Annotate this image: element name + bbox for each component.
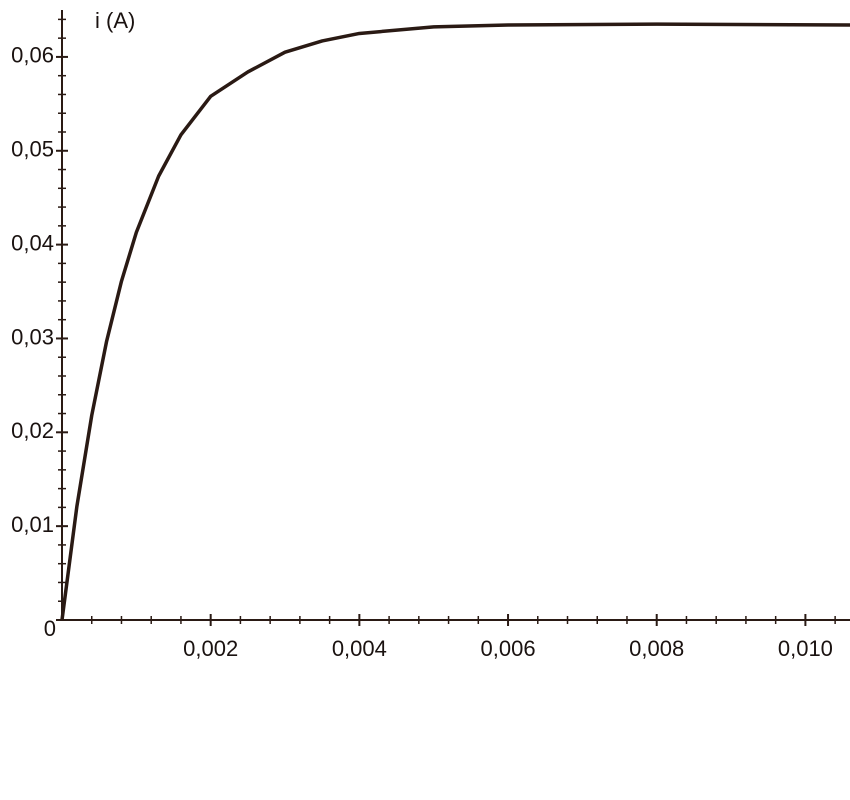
x-tick-label: 0,004	[332, 636, 387, 661]
x-tick-label: 0,010	[778, 636, 833, 661]
y-tick-label: 0,04	[11, 230, 54, 255]
x-tick-label: 0,002	[183, 636, 238, 661]
y-tick-label: 0,01	[11, 512, 54, 537]
y-tick-label: 0	[44, 616, 56, 641]
y-tick-label: 0,06	[11, 43, 54, 68]
x-tick-label: 0,006	[481, 636, 536, 661]
y-tick-label: 0,05	[11, 137, 54, 162]
data-line	[60, 22, 850, 621]
y-tick-label: 0,03	[11, 324, 54, 349]
x-tick-label: 0,008	[629, 636, 684, 661]
y-tick-label: 0,02	[11, 418, 54, 443]
y-axis-label: i (A)	[95, 8, 135, 33]
